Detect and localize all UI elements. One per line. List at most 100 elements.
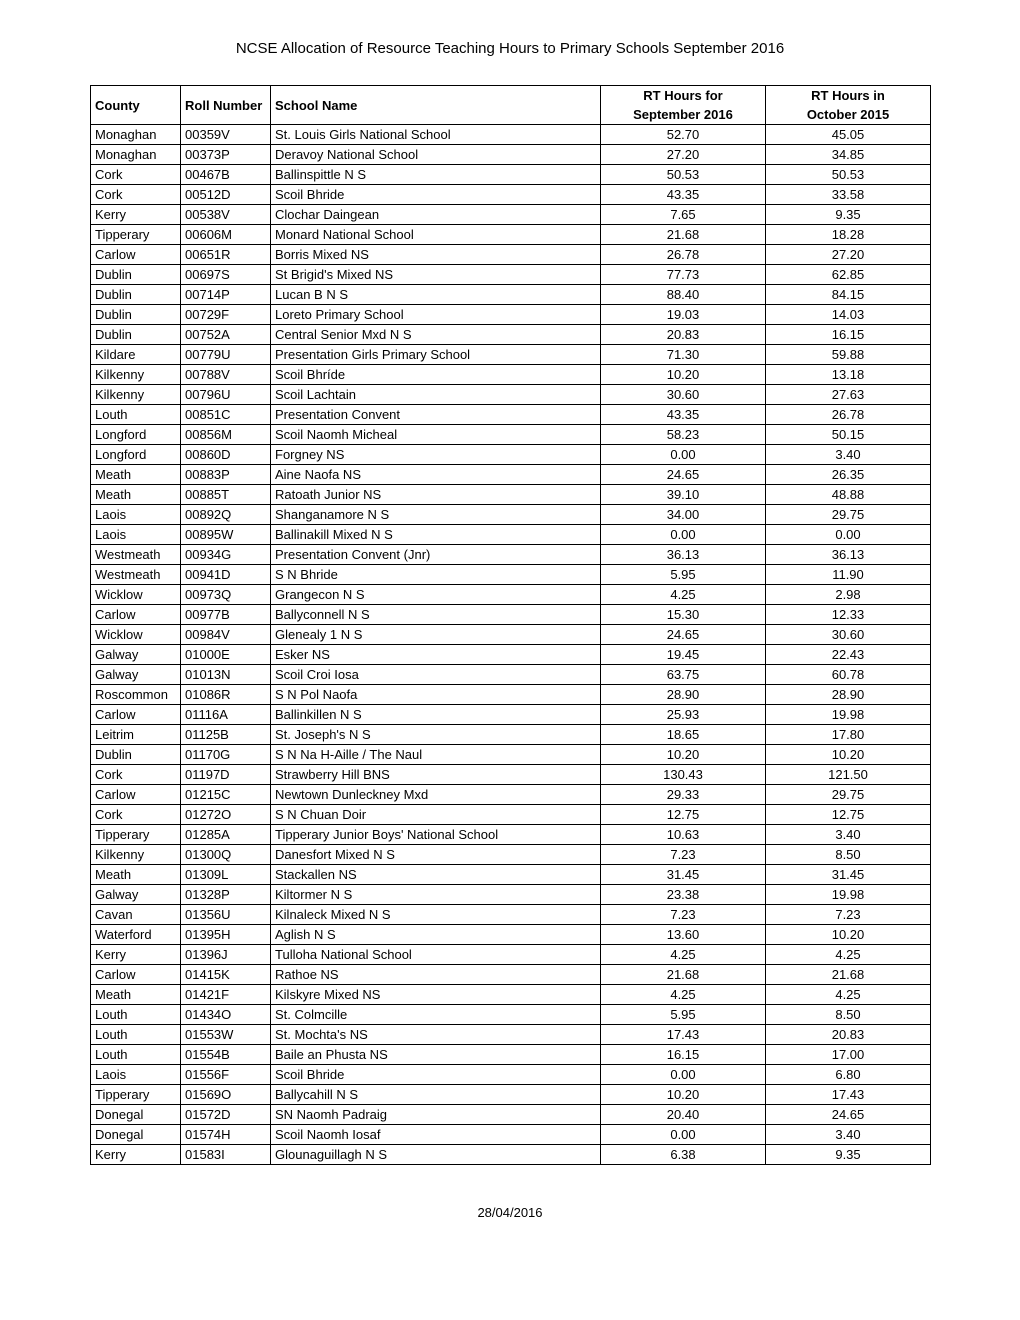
cell-county: Monaghan xyxy=(91,125,181,145)
cell-sep: 10.20 xyxy=(601,365,766,385)
cell-sep: 26.78 xyxy=(601,245,766,265)
page-title: NCSE Allocation of Resource Teaching Hou… xyxy=(90,40,930,57)
cell-school: Presentation Convent (Jnr) xyxy=(271,545,601,565)
cell-school: Ballycahill N S xyxy=(271,1085,601,1105)
table-row: Longford00856MScoil Naomh Micheal58.2350… xyxy=(91,425,931,445)
table-row: Longford00860DForgney NS0.003.40 xyxy=(91,445,931,465)
table-row: Kerry01583IGlounaguillagh N S6.389.35 xyxy=(91,1145,931,1165)
cell-sep: 0.00 xyxy=(601,1065,766,1085)
table-row: Louth01553WSt. Mochta's NS17.4320.83 xyxy=(91,1025,931,1045)
cell-roll: 01328P xyxy=(181,885,271,905)
cell-school: Lucan B N S xyxy=(271,285,601,305)
cell-sep: 39.10 xyxy=(601,485,766,505)
allocation-table: County Roll Number School Name RT Hours … xyxy=(90,85,931,1165)
cell-sep: 5.95 xyxy=(601,565,766,585)
cell-school: Glenealy 1 N S xyxy=(271,625,601,645)
cell-roll: 01572D xyxy=(181,1105,271,1125)
cell-school: Borris Mixed NS xyxy=(271,245,601,265)
cell-roll: 00885T xyxy=(181,485,271,505)
cell-county: Laois xyxy=(91,505,181,525)
cell-oct: 12.75 xyxy=(766,805,931,825)
col-school: School Name xyxy=(271,86,601,125)
cell-sep: 0.00 xyxy=(601,445,766,465)
cell-roll: 00538V xyxy=(181,205,271,225)
table-row: Leitrim01125BSt. Joseph's N S18.6517.80 xyxy=(91,725,931,745)
cell-oct: 30.60 xyxy=(766,625,931,645)
cell-oct: 19.98 xyxy=(766,885,931,905)
cell-roll: 00973Q xyxy=(181,585,271,605)
cell-roll: 00729F xyxy=(181,305,271,325)
cell-roll: 00796U xyxy=(181,385,271,405)
cell-school: S N Pol Naofa xyxy=(271,685,601,705)
cell-roll: 01574H xyxy=(181,1125,271,1145)
cell-oct: 17.80 xyxy=(766,725,931,745)
cell-school: Aglish N S xyxy=(271,925,601,945)
cell-county: Dublin xyxy=(91,285,181,305)
cell-roll: 01434O xyxy=(181,1005,271,1025)
table-row: Galway01013NScoil Croi Iosa63.7560.78 xyxy=(91,665,931,685)
cell-sep: 7.23 xyxy=(601,905,766,925)
cell-sep: 12.75 xyxy=(601,805,766,825)
cell-sep: 7.23 xyxy=(601,845,766,865)
cell-sep: 16.15 xyxy=(601,1045,766,1065)
cell-school: Danesfort Mixed N S xyxy=(271,845,601,865)
cell-school: Clochar Daingean xyxy=(271,205,601,225)
cell-oct: 36.13 xyxy=(766,545,931,565)
cell-sep: 10.20 xyxy=(601,745,766,765)
cell-county: Kilkenny xyxy=(91,845,181,865)
cell-oct: 24.65 xyxy=(766,1105,931,1125)
cell-roll: 01554B xyxy=(181,1045,271,1065)
cell-sep: 4.25 xyxy=(601,585,766,605)
table-row: Tipperary01285ATipperary Junior Boys' Na… xyxy=(91,825,931,845)
cell-county: Donegal xyxy=(91,1125,181,1145)
table-row: Cork01272OS N Chuan Doir12.7512.75 xyxy=(91,805,931,825)
table-row: Kilkenny00788VScoil Bhríde10.2013.18 xyxy=(91,365,931,385)
cell-school: S N Chuan Doir xyxy=(271,805,601,825)
table-row: Kerry00538VClochar Daingean7.659.35 xyxy=(91,205,931,225)
cell-oct: 3.40 xyxy=(766,825,931,845)
cell-school: Strawberry Hill BNS xyxy=(271,765,601,785)
cell-oct: 45.05 xyxy=(766,125,931,145)
cell-county: Meath xyxy=(91,865,181,885)
cell-oct: 62.85 xyxy=(766,265,931,285)
cell-oct: 27.20 xyxy=(766,245,931,265)
cell-school: Central Senior Mxd N S xyxy=(271,325,601,345)
table-row: Donegal01572DSN Naomh Padraig20.4024.65 xyxy=(91,1105,931,1125)
cell-sep: 17.43 xyxy=(601,1025,766,1045)
cell-county: Waterford xyxy=(91,925,181,945)
cell-roll: 00373P xyxy=(181,145,271,165)
table-row: Louth01554BBaile an Phusta NS16.1517.00 xyxy=(91,1045,931,1065)
cell-school: Tipperary Junior Boys' National School xyxy=(271,825,601,845)
cell-roll: 00779U xyxy=(181,345,271,365)
cell-roll: 01395H xyxy=(181,925,271,945)
cell-school: Scoil Naomh Micheal xyxy=(271,425,601,445)
cell-sep: 10.20 xyxy=(601,1085,766,1105)
cell-oct: 50.53 xyxy=(766,165,931,185)
table-row: Galway01000EEsker NS19.4522.43 xyxy=(91,645,931,665)
cell-sep: 29.33 xyxy=(601,785,766,805)
cell-sep: 21.68 xyxy=(601,965,766,985)
cell-roll: 01569O xyxy=(181,1085,271,1105)
table-row: Meath01309LStackallen NS31.4531.45 xyxy=(91,865,931,885)
footer-date: 28/04/2016 xyxy=(90,1205,930,1220)
cell-roll: 00606M xyxy=(181,225,271,245)
cell-oct: 31.45 xyxy=(766,865,931,885)
cell-roll: 01583I xyxy=(181,1145,271,1165)
table-row: Dublin00697SSt Brigid's Mixed NS77.7362.… xyxy=(91,265,931,285)
table-row: Carlow00977BBallyconnell N S15.3012.33 xyxy=(91,605,931,625)
cell-sep: 30.60 xyxy=(601,385,766,405)
cell-roll: 01356U xyxy=(181,905,271,925)
cell-sep: 7.65 xyxy=(601,205,766,225)
cell-county: Longford xyxy=(91,425,181,445)
table-row: Westmeath00934GPresentation Convent (Jnr… xyxy=(91,545,931,565)
cell-county: Monaghan xyxy=(91,145,181,165)
table-row: Monaghan00373PDeravoy National School27.… xyxy=(91,145,931,165)
cell-county: Roscommon xyxy=(91,685,181,705)
cell-sep: 0.00 xyxy=(601,525,766,545)
cell-sep: 24.65 xyxy=(601,465,766,485)
cell-county: Carlow xyxy=(91,245,181,265)
cell-sep: 23.38 xyxy=(601,885,766,905)
cell-county: Kilkenny xyxy=(91,385,181,405)
cell-county: Kilkenny xyxy=(91,365,181,385)
cell-roll: 01309L xyxy=(181,865,271,885)
